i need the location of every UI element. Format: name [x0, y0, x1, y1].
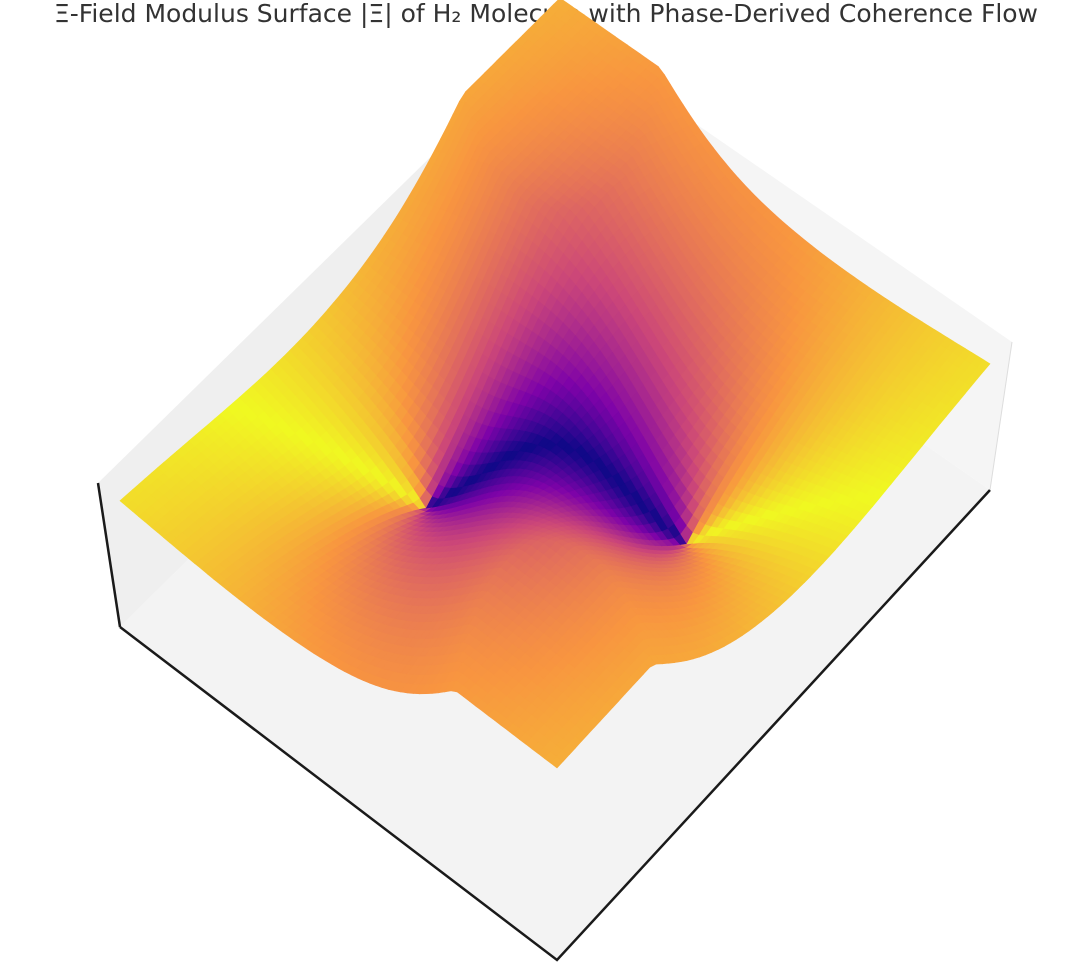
modulus-surface	[119, 0, 991, 769]
